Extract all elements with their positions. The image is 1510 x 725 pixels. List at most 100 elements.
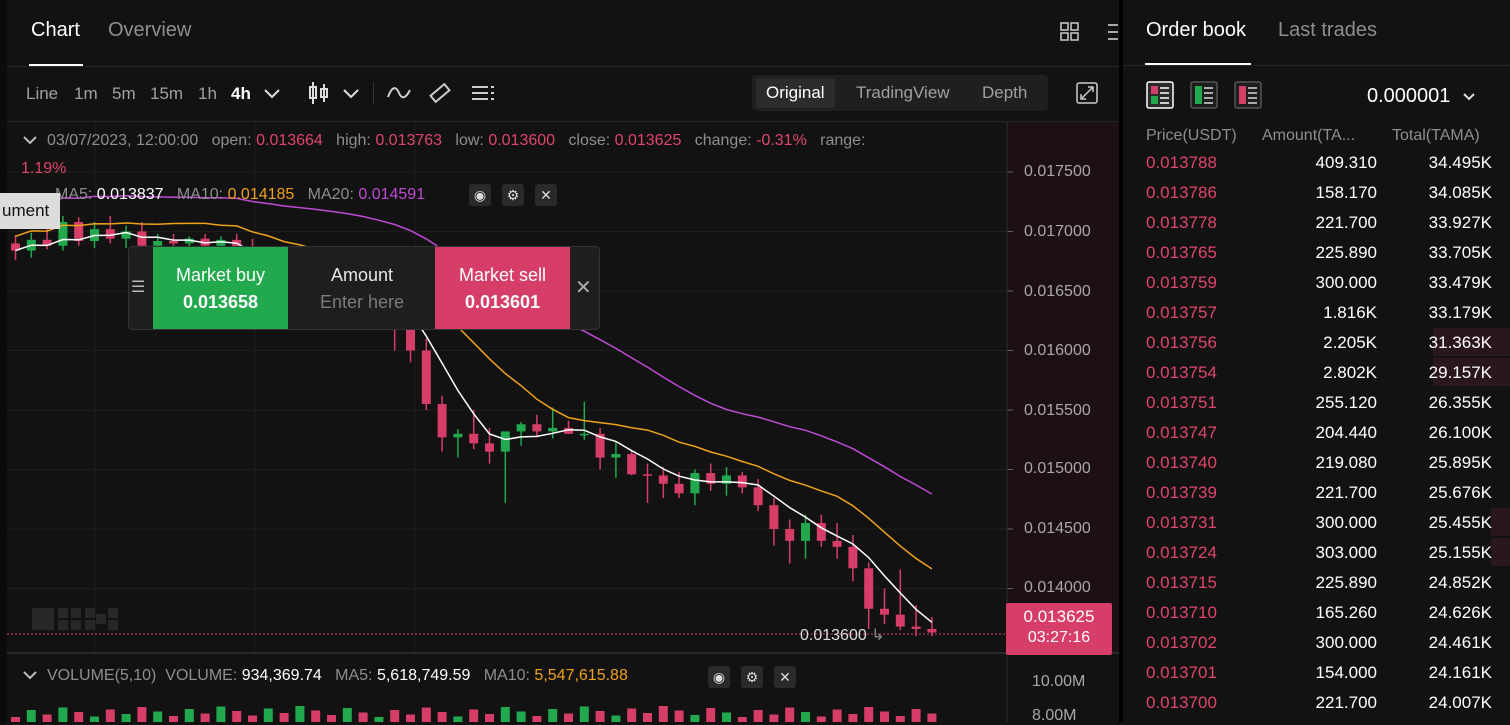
eye-icon[interactable]: ◉	[469, 184, 491, 206]
ask-total: 24.626K	[1428, 603, 1492, 622]
orderbook-row[interactable]: 0.013740 219.080 25.895K	[1123, 447, 1510, 477]
indicator-wave-icon[interactable]	[387, 84, 411, 102]
gear-icon[interactable]: ⚙	[502, 184, 524, 206]
market-buy-button[interactable]: Market buy 0.013658	[153, 247, 288, 329]
orderbook-row[interactable]: 0.013751 255.120 26.355K	[1123, 387, 1510, 417]
ask-total: 33.179K	[1428, 303, 1492, 322]
candlestick-chart[interactable]	[7, 122, 1119, 722]
orderbook-row[interactable]: 0.013786 158.170 34.085K	[1123, 177, 1510, 207]
close-icon[interactable]: ✕	[535, 184, 557, 206]
ask-price: 0.013765	[1146, 243, 1217, 262]
ask-total: 24.461K	[1428, 633, 1492, 652]
interval-4h[interactable]: 4h	[231, 84, 251, 103]
volume-bar	[390, 710, 400, 722]
orderbook-row[interactable]: 0.013731 300.000 25.455K	[1123, 507, 1510, 537]
ask-total: 25.895K	[1428, 453, 1492, 472]
volume-bar	[674, 710, 684, 722]
ask-total: 26.355K	[1428, 393, 1492, 412]
amount-field[interactable]: Amount Enter here	[289, 247, 435, 329]
volume-bar	[911, 709, 921, 722]
view-depth[interactable]: Depth	[982, 83, 1028, 102]
ask-price: 0.013754	[1146, 363, 1217, 382]
current-price-tag: 0.013625 03:27:16	[1006, 603, 1112, 655]
view-original[interactable]: Original	[756, 78, 835, 108]
precision-select[interactable]: 0.000001	[1367, 85, 1476, 108]
volume-bar	[564, 713, 573, 722]
volume-bar	[42, 714, 52, 722]
candlestick-type-icon[interactable]	[308, 81, 330, 105]
ask-amount: 158.170	[1315, 183, 1377, 202]
tab-order-book[interactable]: Order book	[1146, 19, 1247, 41]
ask-price: 0.013715	[1146, 573, 1217, 592]
candle-body	[437, 404, 447, 438]
orderbook-row[interactable]: 0.013700 221.700 24.007K	[1123, 687, 1510, 717]
tab-chart[interactable]: Chart	[31, 19, 80, 41]
orderbook-row[interactable]: 0.013754 2.802K 29.157K	[1123, 357, 1510, 387]
orderbook-row[interactable]: 0.013739 221.700 25.676K	[1123, 477, 1510, 507]
volume-eye-icon[interactable]: ◉	[708, 666, 730, 688]
change-value: -0.31%	[756, 132, 807, 149]
candle-body	[816, 523, 826, 541]
grid-layout-icon[interactable]	[1060, 22, 1080, 42]
interval-1m[interactable]: 1m	[74, 84, 98, 103]
orderbook-bids-view-icon[interactable]	[1190, 81, 1218, 109]
chart-type-chevron-down-icon[interactable]	[342, 86, 360, 100]
orderbook-row[interactable]: 0.013724 303.000 25.155K	[1123, 537, 1510, 567]
candle-body	[753, 487, 763, 506]
market-sell-button[interactable]: Market sell 0.013601	[435, 247, 570, 329]
orderbook-row[interactable]: 0.013788 409.310 34.495K	[1123, 147, 1510, 177]
volume-close-icon[interactable]: ✕	[774, 666, 796, 688]
low-marker-value: 0.013600	[800, 627, 867, 644]
orderbook-row[interactable]: 0.013715 225.890 24.852K	[1123, 567, 1510, 597]
orderbook-row[interactable]: 0.013759 300.000 33.479K	[1123, 267, 1510, 297]
candle-body	[690, 473, 700, 494]
orderbook-row[interactable]: 0.013701 154.000 24.161K	[1123, 657, 1510, 687]
drag-handle-icon[interactable]: ☰	[131, 279, 146, 296]
open-value: 0.013664	[256, 132, 323, 149]
interval-1h[interactable]: 1h	[198, 84, 217, 103]
settings-list-icon[interactable]	[471, 84, 495, 102]
interval-chevron-down-icon[interactable]	[263, 86, 281, 100]
orderbook-asks-view-icon[interactable]	[1234, 81, 1262, 109]
low-label: low:	[455, 132, 484, 149]
view-tradingview[interactable]: TradingView	[856, 83, 950, 102]
orderbook-row[interactable]: 0.013778 221.700 33.927K	[1123, 207, 1510, 237]
candle-body	[927, 628, 937, 633]
ask-price: 0.013778	[1146, 213, 1217, 232]
candle-body	[864, 568, 874, 609]
volume-bar	[895, 716, 905, 722]
candle-body	[785, 529, 795, 541]
ma10-line	[15, 222, 933, 570]
quick-trade-panel: ☰ Market buy 0.013658 Amount Enter here …	[128, 246, 600, 330]
ruler-icon[interactable]	[428, 81, 452, 105]
orderbook-row[interactable]: 0.013756 2.205K 31.363K	[1123, 327, 1510, 357]
interval-5m[interactable]: 5m	[112, 84, 136, 103]
volume-bar	[216, 706, 226, 722]
orderbook-row[interactable]: 0.013710 165.260 24.626K	[1123, 597, 1510, 627]
interval-line[interactable]: Line	[26, 84, 59, 103]
volume-bar	[263, 708, 273, 722]
interval-15m[interactable]: 15m	[150, 84, 184, 103]
tab-overview[interactable]: Overview	[108, 19, 192, 41]
ask-price: 0.013757	[1146, 303, 1217, 322]
ma5-label: MA5:	[55, 186, 93, 203]
amount-placeholder[interactable]: Enter here	[319, 292, 405, 312]
collapse-chevron-icon[interactable]	[22, 134, 38, 148]
volume-label: VOLUME:	[165, 667, 238, 684]
volume-ma10-label: MA10:	[483, 667, 530, 684]
orderbook-both-view-icon[interactable]	[1146, 81, 1174, 109]
precision-chevron-down-icon	[1463, 93, 1475, 101]
close-trade-panel-icon[interactable]: ✕	[575, 277, 592, 299]
volume-collapse-chevron-icon[interactable]	[22, 669, 38, 683]
orderbook-row[interactable]: 0.013757 1.816K 33.179K	[1123, 297, 1510, 327]
orderbook-row[interactable]: 0.013702 300.000 24.461K	[1123, 627, 1510, 657]
orderbook-row[interactable]: 0.013747 204.440 26.100K	[1123, 417, 1510, 447]
volume-gear-icon[interactable]: ⚙	[741, 666, 763, 688]
view-switcher: Original TradingView Depth	[752, 75, 1048, 111]
fullscreen-icon[interactable]	[1076, 82, 1098, 104]
okx-watermark	[32, 608, 118, 630]
menu-icon[interactable]	[1108, 22, 1118, 42]
orderbook-row[interactable]: 0.013765 225.890 33.705K	[1123, 237, 1510, 267]
tab-last-trades[interactable]: Last trades	[1278, 19, 1377, 41]
volume-bar	[485, 714, 494, 722]
